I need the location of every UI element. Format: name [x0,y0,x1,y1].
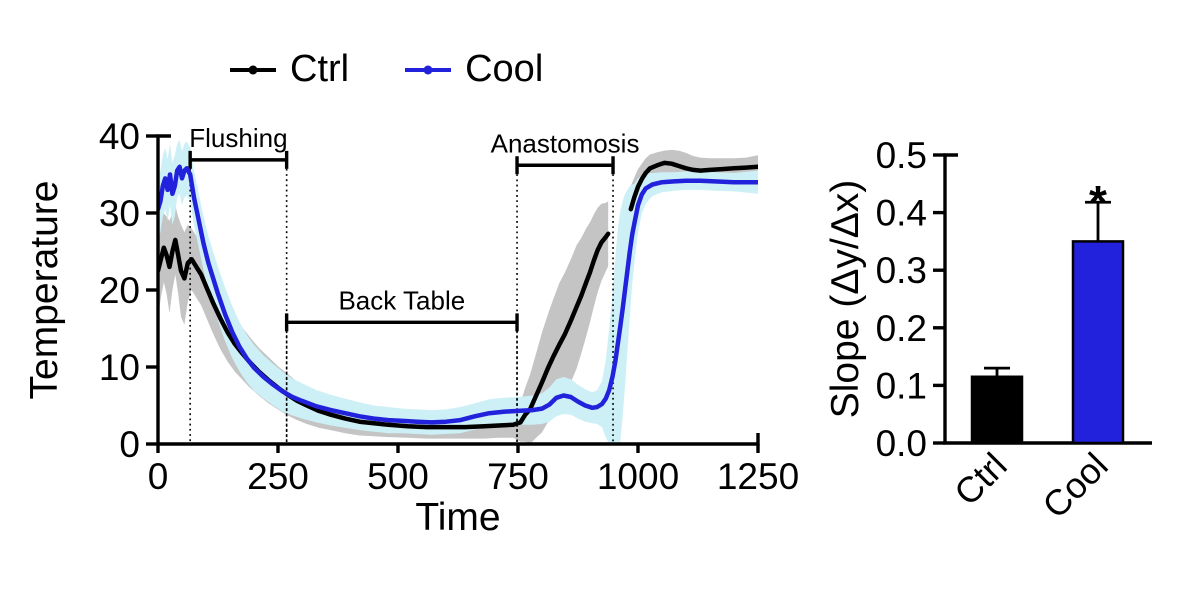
slope-axes [943,153,1152,445]
cool-line-marker-icon [405,65,452,74]
slope-y-tick-label: 0.2 [876,308,927,349]
slope-y-tick-label: 0.5 [876,135,927,176]
legend-item-cool: Cool [405,48,543,91]
slope-y-tick-label: 0.0 [876,423,927,464]
slope-y-tick-label: 0.4 [876,193,927,234]
legend-label-cool: Cool [465,48,544,90]
y-tick-label: 40 [99,116,140,157]
x-tick-label: 1250 [717,456,799,497]
error-bar-cool [1085,200,1111,242]
phase-bracket [284,313,519,332]
slope-y-tick-label: 0.3 [876,250,927,291]
chart-legend: Ctrl Cool [230,48,543,91]
x-tick-label: 250 [247,456,309,497]
y-tick-label: 0 [119,424,140,465]
bar-cool [1071,240,1125,445]
phase-label-flushing: Flushing [189,123,287,153]
phase-label-anastomosis: Anastomosis [491,128,640,158]
series-line-ctrl [158,231,611,430]
y-tick-label: 20 [99,270,140,311]
cool-dot-icon [423,65,433,74]
phase-bracket [188,150,289,169]
phase-bracket [515,156,615,175]
slope-y-tick-label: 0.1 [876,365,927,406]
bar-category-label-cool: Cool [1034,445,1115,526]
bar-ctrl [970,375,1024,445]
x-tick-label: 0 [148,456,169,497]
x-tick-label: 750 [487,456,549,497]
legend-label-ctrl: Ctrl [290,48,350,90]
error-band-cool [158,139,758,444]
y-axis-title: Temperature [23,181,66,400]
phase-label-back-table: Back Table [338,285,465,315]
y-tick-label: 10 [99,347,140,388]
ctrl-line-marker-icon [230,65,276,74]
x-tick-label: 500 [367,456,429,497]
bar-category-label-ctrl: Ctrl [946,445,1015,514]
error-bar-ctrl [984,366,1010,377]
series-line-cool [158,164,758,425]
y-tick-label: 30 [99,193,140,234]
ctrl-dot-icon [248,65,258,74]
legend-item-ctrl: Ctrl [230,48,349,91]
slope-axis-title: Slope (Δy/Δx) [824,180,867,419]
series-line-ctrl [628,160,758,212]
significance-star: * [1089,176,1107,228]
x-tick-label: 1000 [597,456,679,497]
x-axis-title: Time [415,496,500,539]
